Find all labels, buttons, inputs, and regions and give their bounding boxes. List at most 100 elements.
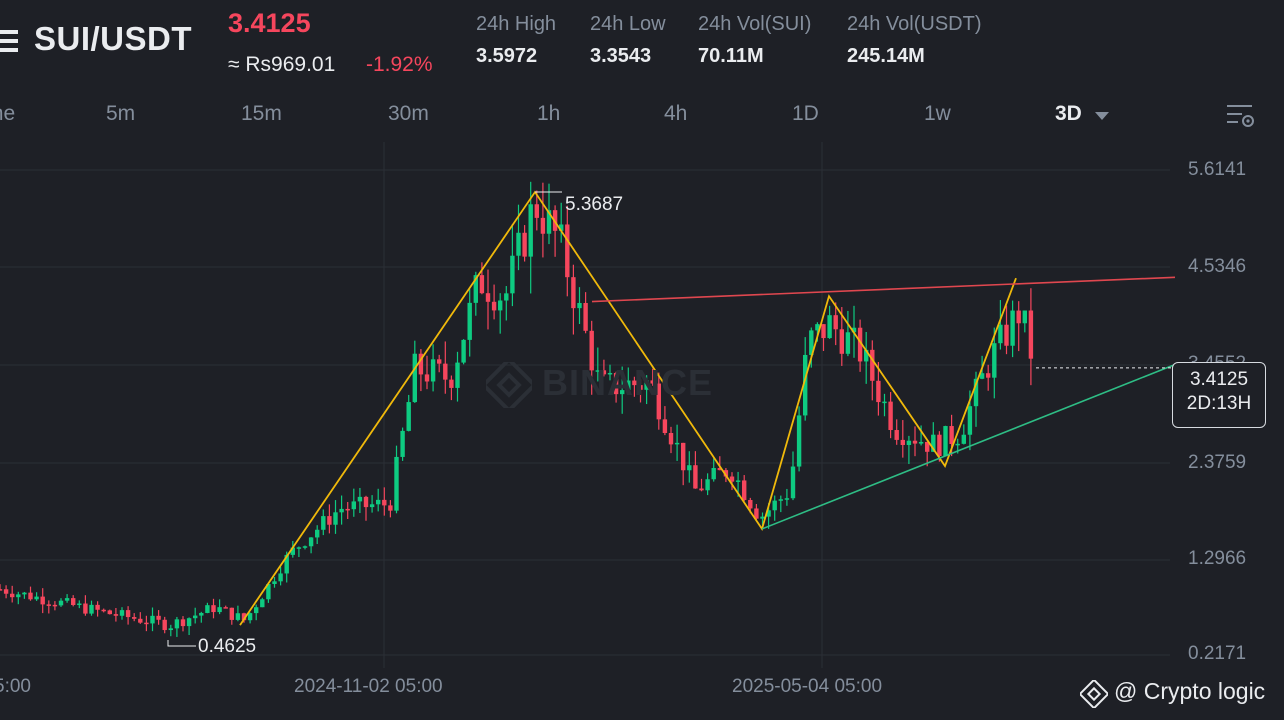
candle-body [967,406,973,435]
candle-body [156,615,161,620]
tab-time[interactable]: me [0,102,16,125]
candle-body [973,378,979,407]
candle-body [138,618,143,623]
candle-body [400,430,405,457]
candle-body [443,363,448,380]
candle-body [711,468,716,480]
watermark-text: BINANCE [542,362,714,403]
tab-30m[interactable]: 30m [388,102,429,125]
candle-body [211,605,216,613]
candle-body [77,603,82,606]
stat-vol-sui-value: 70.11M [698,45,764,67]
candle-body [650,380,655,384]
candle-body [485,293,491,302]
candle-body [595,370,600,372]
candle-body [992,343,997,378]
stat-low-label: 24h Low [590,13,666,35]
candle-body [815,324,820,331]
candle-body [406,402,411,431]
candle-body [174,619,180,629]
candle-body [180,619,186,627]
candle-body [735,480,741,482]
candle-body [376,499,381,505]
credit-text: @ Crypto logic [1114,678,1266,704]
candle-body [150,615,155,624]
candle-body [687,465,692,471]
zigzag-line [239,190,1017,626]
candle-body [290,547,295,555]
stat-vol-usdt-label: 24h Vol(USDT) [847,13,982,35]
candle-body [876,380,881,403]
candle-body [656,383,661,420]
candle-body [857,327,863,362]
menu-icon[interactable] [0,30,18,52]
candle-body [742,480,747,500]
candle-body [559,224,564,231]
candle-body [534,204,539,218]
candle-body [461,339,466,363]
candle-body [223,607,228,609]
candle-body [64,598,70,601]
candle-body [473,275,478,303]
candle-body [766,510,771,517]
pair-title[interactable]: SUI/USDT [34,20,193,57]
candle-body [479,275,485,294]
candle-body [723,470,729,477]
candle-body [1028,310,1034,359]
candle-body [498,300,503,311]
candle-body [162,619,167,631]
candle-body [284,554,289,574]
candle-body [540,217,546,234]
tab-1d[interactable]: 1D [792,102,819,125]
candle-body [278,573,283,582]
candle-body [89,604,94,614]
candle-body [1010,310,1015,346]
chevron-down-icon[interactable] [1095,112,1109,120]
candle-body [351,501,356,510]
candle-body [345,508,350,511]
candle-body [46,604,51,606]
chart-settings-icon[interactable] [1224,100,1256,132]
candle-body [522,232,527,257]
candle-body [778,499,783,501]
candle-body [40,596,45,605]
candle-body [315,529,320,538]
candle-body [168,628,173,631]
candle-body [674,442,680,445]
candle-body [839,329,844,354]
candle-body [217,607,222,613]
candle-body [101,609,106,612]
candle-body [589,330,594,371]
candle-body [296,547,302,549]
candle-body [888,401,893,431]
tab-15m[interactable]: 15m [241,102,282,125]
stat-vol-usdt-value: 245.14M [847,45,925,67]
candle-countdown: 2D:13H [1186,393,1252,414]
candle-body [729,476,735,482]
candle-body [577,303,582,309]
y-tick-6: 0.2171 [1188,643,1247,664]
tab-3d[interactable]: 3D [1055,102,1082,125]
candle-body [516,232,521,256]
tab-1w[interactable]: 1w [924,102,951,125]
candle-body [833,315,838,330]
candle-body [510,255,515,294]
candle-body [260,599,265,608]
candle-body [796,415,802,467]
candle-body [16,594,21,598]
candle-body [943,426,948,456]
candle-body [113,614,119,616]
candle-body [937,434,942,456]
tab-1h[interactable]: 1h [537,102,561,125]
candle-body [693,465,698,489]
candle-body [266,583,271,600]
tab-4h[interactable]: 4h [664,102,688,125]
tab-5m[interactable]: 5m [106,102,136,125]
candle-body [979,373,985,379]
stat-high-value: 3.5972 [476,45,538,67]
interval-tabs: me 5m 15m 30m 1h 4h 1D 1w 3D [0,96,1284,136]
candle-body [638,385,643,390]
candle-body [449,379,454,388]
candle-body [504,293,509,301]
